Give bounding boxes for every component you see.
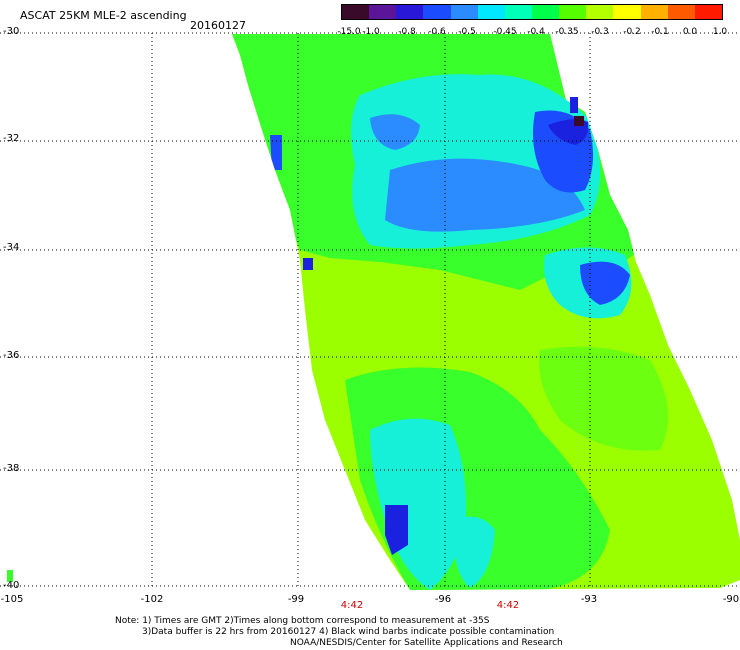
wind-region-blue (385, 158, 585, 232)
wind-region-deep-blue (385, 505, 408, 555)
wind-region-blue (580, 261, 630, 305)
lon-label: -105 (0, 594, 24, 605)
color-scale-swatch (586, 5, 614, 19)
color-scale-swatch (613, 5, 642, 19)
color-scale-label: -0.3 (591, 27, 609, 37)
swath-field (232, 34, 668, 590)
wind-region-cyan (454, 516, 495, 588)
color-scale-swatch (559, 5, 587, 19)
color-scale-swatch (667, 5, 696, 19)
lat-label: -30 (3, 26, 20, 37)
lat-label: -36 (3, 350, 20, 361)
color-scale-swatch (640, 5, 669, 19)
color-scale-label: -0.6 (428, 27, 446, 37)
lon-label: -99 (287, 594, 305, 605)
pass-time-label: 4:42 (496, 600, 520, 611)
note-line-2: 3)Data buffer is 22 hrs from 20160127 4)… (142, 627, 555, 637)
color-scale-swatch (396, 5, 424, 19)
color-scale-label: -0.4 (527, 27, 545, 37)
color-scale-swatch (423, 5, 452, 19)
pass-time-label: 4:42 (340, 600, 364, 611)
color-scale-swatch (694, 5, 723, 19)
wind-region-deep-blue (303, 258, 313, 270)
wind-cell-contaminated (574, 116, 584, 126)
lat-label: -32 (3, 133, 20, 144)
note-line-1: Note: 1) Times are GMT 2)Times along bot… (115, 616, 490, 626)
lat-label: -38 (3, 463, 20, 474)
note-line-3: NOAA/NESDIS/Center for Satellite Applica… (290, 638, 563, 648)
color-scale-label: 0.0 (682, 27, 698, 37)
color-scale-label: -0.1 (651, 27, 669, 37)
lon-label: -90 (722, 594, 740, 605)
wind-region-blue (270, 135, 282, 170)
color-scale-label: -0.8 (398, 27, 416, 37)
lat-label: -40 (3, 580, 20, 591)
color-scale-swatch (504, 5, 533, 19)
color-scale-label: -0.35 (555, 27, 579, 37)
wind-cell (7, 570, 13, 582)
color-scale-label: -1.0 (362, 27, 380, 37)
wind-cell (570, 97, 578, 113)
color-scale-label: 1.0 (712, 27, 728, 37)
color-scale-label: -0.2 (623, 27, 641, 37)
color-scale-bar (341, 4, 723, 20)
lon-label: -96 (434, 594, 452, 605)
color-scale-label: -15.0 (337, 27, 361, 37)
map-date: 20160127 (190, 19, 246, 32)
color-scale-swatch (532, 5, 560, 19)
wind-region-blue (370, 114, 420, 150)
lon-label: -93 (580, 594, 598, 605)
color-scale-swatch (342, 5, 370, 19)
wind-region-cyan (370, 418, 466, 590)
lon-label: -102 (140, 594, 164, 605)
lat-label: -34 (3, 242, 20, 253)
color-scale-swatch (450, 5, 479, 19)
color-scale-label: -0.45 (493, 27, 517, 37)
map-title: ASCAT 25KM MLE-2 ascending (20, 9, 187, 22)
color-scale-swatch (477, 5, 506, 19)
color-scale-label: -0.5 (458, 27, 476, 37)
wind-region-yellow-green (539, 346, 668, 451)
color-scale-swatch (369, 5, 397, 19)
